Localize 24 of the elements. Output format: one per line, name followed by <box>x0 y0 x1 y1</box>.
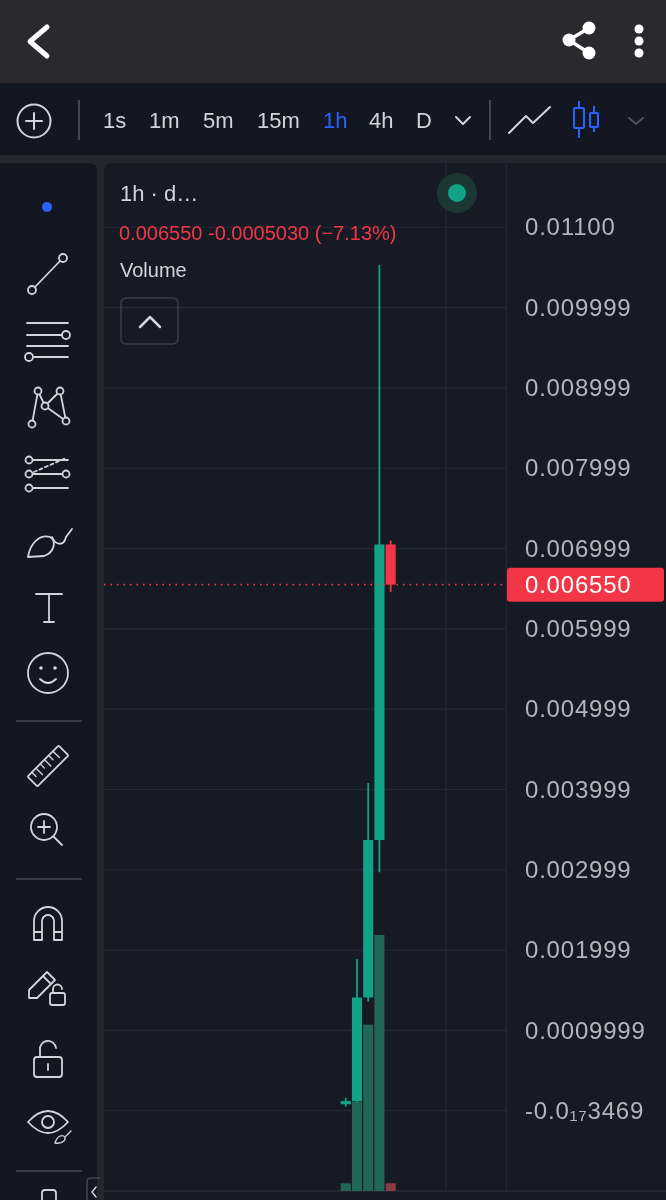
text: 4h <box>369 108 394 133</box>
text: 5m <box>203 108 234 133</box>
y-tick-label: 0.008999 <box>525 374 632 402</box>
annotation: 0.006550 -0.0005030 (−7.13%) <box>119 222 397 244</box>
text: 1h · d… <box>120 181 199 206</box>
y-tick-label: -0.0₁₇3469 <box>525 1096 645 1124</box>
chart-title: Volume <box>120 259 187 281</box>
y-tick-label: 0.001999 <box>525 936 632 964</box>
y-tick-label: 0.006999 <box>525 534 632 562</box>
y-tick-label: 0.004999 <box>525 695 632 723</box>
text: 1s <box>103 108 127 133</box>
ref-line-label: 0.006550 <box>525 571 632 599</box>
y-tick-label: 0.005999 <box>525 615 632 643</box>
bar <box>385 1183 396 1191</box>
text: D <box>416 108 432 133</box>
y-tick-label: 0.007999 <box>525 454 632 482</box>
y-tick-label: 0.009999 <box>525 293 632 321</box>
y-tick-label: 0.0009999 <box>525 1016 646 1044</box>
y-tick-label: 0.003999 <box>525 775 632 803</box>
text: 1m <box>149 108 180 133</box>
text: 15m <box>257 108 300 133</box>
y-tick-label: 0.01100 <box>525 213 616 241</box>
text: 1h <box>323 108 348 133</box>
y-tick-label: 0.002999 <box>525 856 632 884</box>
